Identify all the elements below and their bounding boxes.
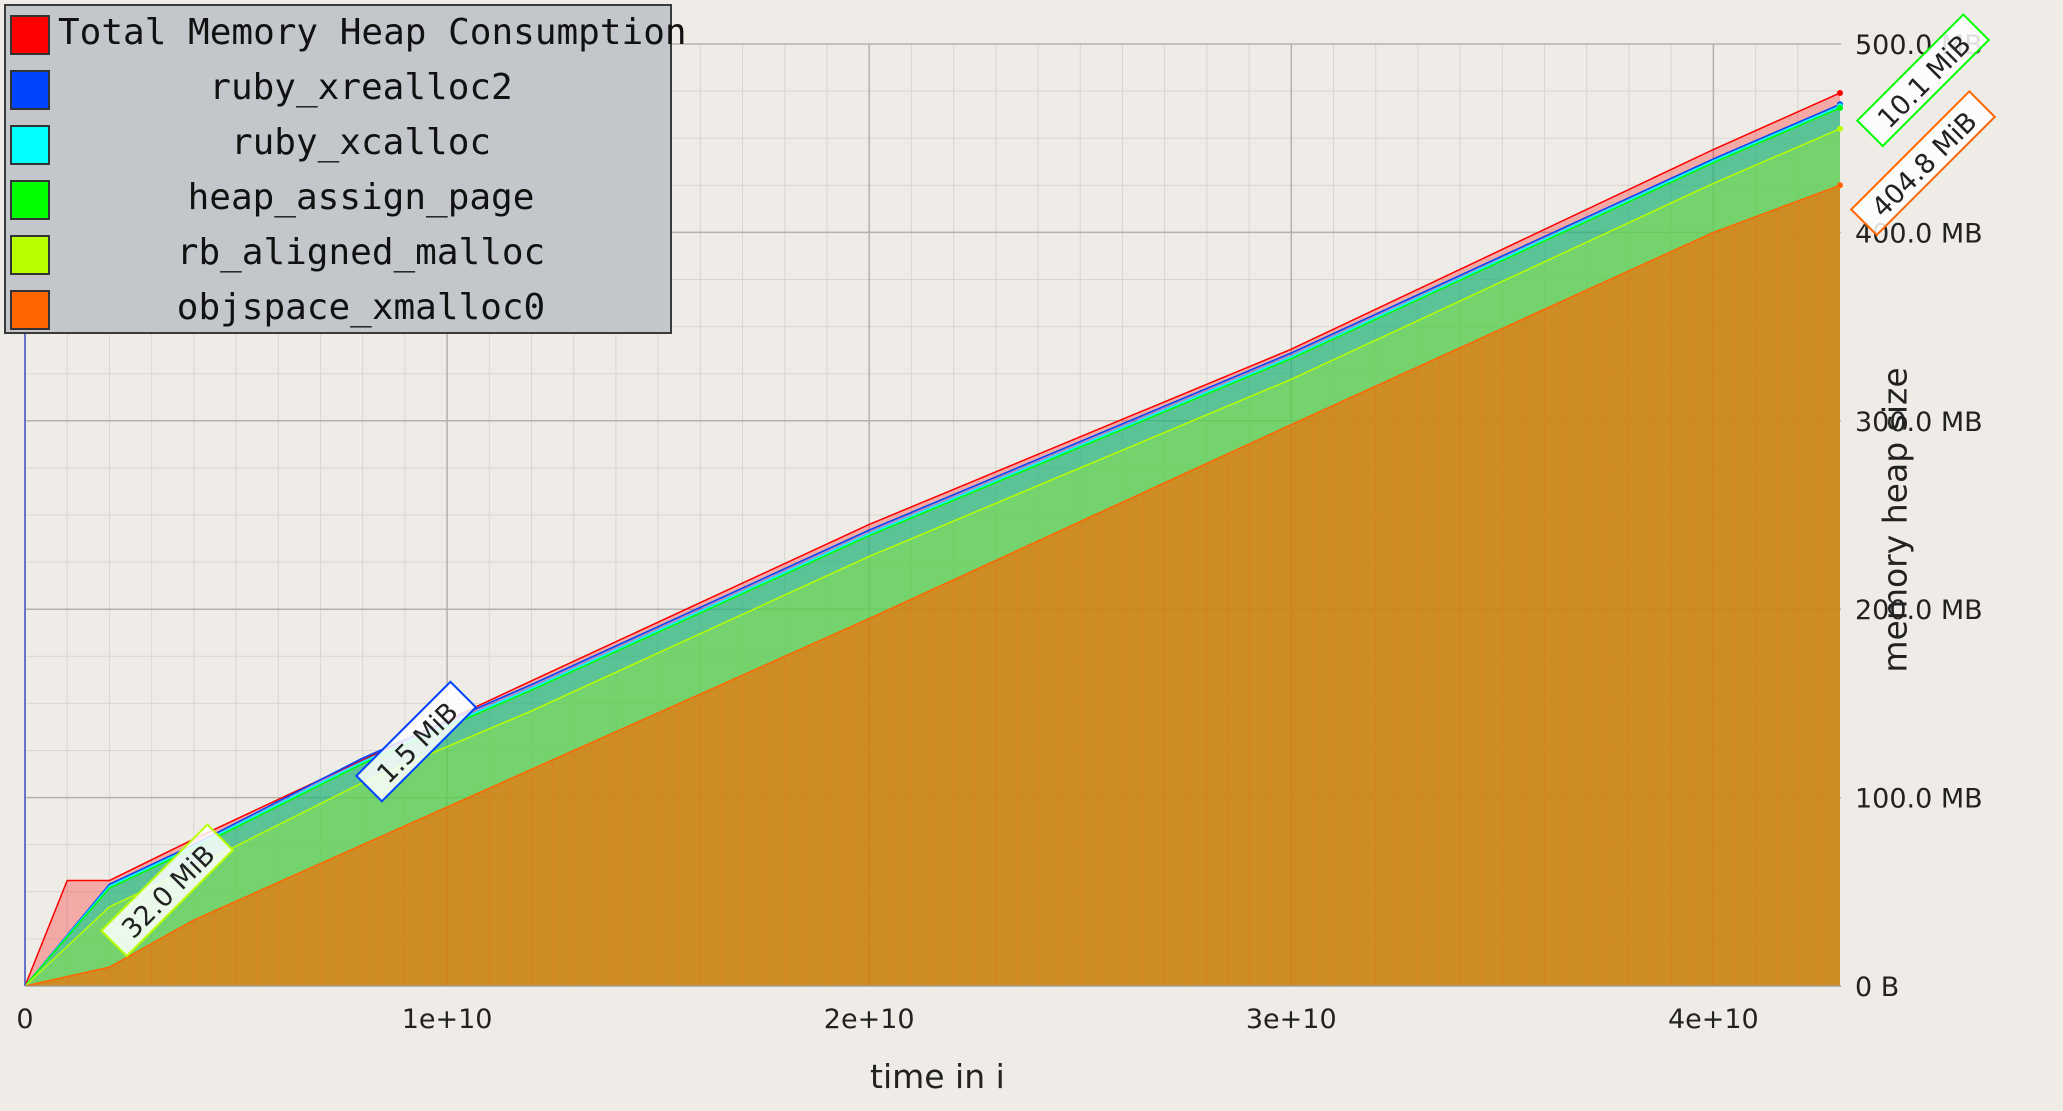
legend-item: rb_aligned_malloc [6,226,674,281]
legend-swatch [10,70,50,110]
x-tick-label: 2e+10 [824,1004,915,1035]
x-tick-label: 3e+10 [1246,1004,1337,1035]
x-tick-label: 0 [16,1004,33,1035]
series-line-1 [24,103,1841,987]
y-tick-label: 200.0 MB [1855,595,1983,626]
annotation-box [99,823,235,958]
x-tick-label: 1e+10 [402,1004,493,1035]
series-line-3 [24,107,1841,987]
legend-swatch [10,125,50,165]
legend-swatch [10,235,50,275]
legend-label: ruby_xrealloc2 [209,67,513,108]
legend-label: Total Memory Heap Consumption [58,12,687,53]
legend-item: ruby_xcalloc [6,116,674,171]
series-end-point-3 [1837,105,1843,112]
series-line-2 [24,105,1841,987]
sample-stripes [45,193,1820,986]
y-axis-title: memory heap size [1875,367,1915,673]
y-tick-label: 100.0 MB [1855,784,1983,815]
annotation-box [1849,89,1997,237]
series-end-point-0 [1837,89,1843,96]
series-area-5 [25,185,1840,987]
legend-swatch [10,15,50,55]
legend-label: ruby_xcalloc [230,122,492,163]
series-end-point-4 [1837,125,1843,132]
legend-label: heap_assign_page [187,177,535,218]
legend-item: heap_assign_page [6,171,674,226]
y-tick-label: 300.0 MB [1855,407,1983,438]
series-line-5 [24,184,1841,987]
series-end-point-5 [1837,182,1843,189]
legend-label: objspace_xmalloc0 [176,287,546,328]
legend-item: Total Memory Heap Consumption [6,6,687,61]
legend-swatch [10,290,50,330]
legend-swatch [10,180,50,220]
annotation-box [1855,13,1991,148]
legend: Total Memory Heap Consumption ruby_xreall… [4,4,687,336]
legend-label: rb_aligned_malloc [176,232,546,273]
legend-item: ruby_xrealloc2 [6,61,674,116]
y-tick-label: 0 B [1855,972,1899,1003]
annotation-box [354,680,478,803]
legend-item: objspace_xmalloc0 [6,281,674,336]
x-tick-label: 4e+10 [1668,1004,1759,1035]
x-axis-title: time in i [870,1057,1005,1096]
